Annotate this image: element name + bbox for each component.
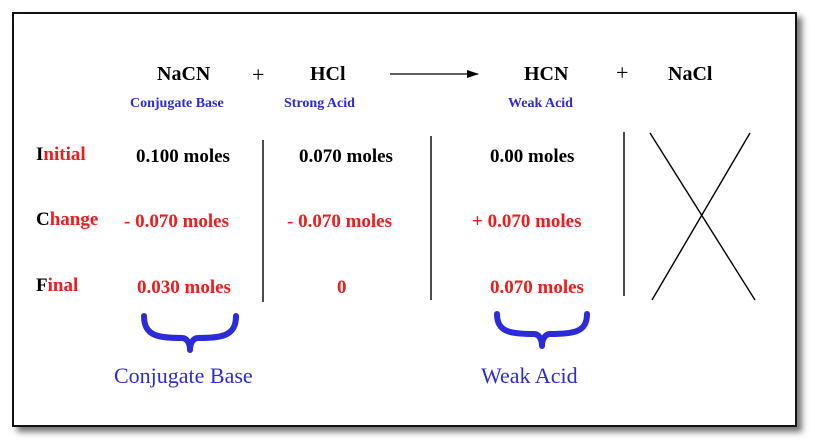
brace-right-icon — [494, 311, 590, 349]
brace-label-conjugate-base: Conjugate Base — [114, 363, 253, 388]
hcn-change: + 0.070 moles — [472, 211, 582, 232]
diagram-frame — [12, 12, 797, 427]
label-strong-acid: Strong Acid — [284, 96, 355, 111]
row-label-final: Final — [36, 275, 78, 297]
cross-line-2 — [651, 132, 751, 301]
label-weak-acid: Weak Acid — [508, 96, 573, 111]
label-conjugate-base: Conjugate Base — [130, 96, 224, 111]
species-hcl: HCl — [310, 63, 346, 85]
species-hcn: HCN — [524, 63, 569, 85]
row-label-initial-rest: nitial — [43, 144, 86, 165]
hcl-final: 0 — [337, 277, 347, 298]
row-label-initial-first-letter: I — [36, 144, 44, 165]
brace-left-icon — [141, 313, 239, 353]
nacn-change: - 0.070 moles — [124, 211, 230, 232]
row-label-final-rest: inal — [47, 275, 79, 296]
cross-line-1 — [649, 132, 756, 301]
row-label-final-first-letter: F — [36, 275, 48, 296]
plus-sign-2: + — [616, 60, 629, 85]
hcl-initial: 0.070 moles — [299, 146, 393, 167]
plus-sign-1: + — [252, 62, 265, 87]
row-label-change: Change — [36, 209, 98, 231]
species-nacn: NaCN — [157, 63, 211, 85]
row-label-change-first-letter: C — [36, 209, 50, 230]
hcn-final: 0.070 moles — [490, 277, 584, 298]
brace-label-weak-acid: Weak Acid — [481, 363, 578, 388]
nacn-final: 0.030 moles — [137, 277, 231, 298]
hcn-initial: 0.00 moles — [490, 146, 575, 167]
nacn-initial: 0.100 moles — [136, 146, 230, 167]
row-label-change-rest: hange — [49, 209, 99, 230]
species-nacl: NaCl — [668, 63, 713, 85]
row-label-initial: Initial — [36, 144, 86, 166]
hcl-change: - 0.070 moles — [287, 211, 393, 232]
